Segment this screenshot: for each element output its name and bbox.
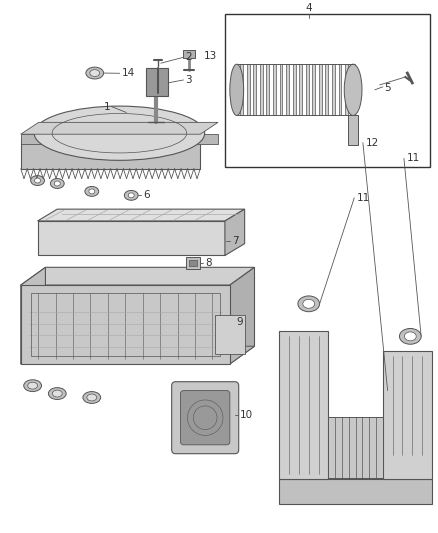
Polygon shape bbox=[348, 116, 358, 145]
FancyBboxPatch shape bbox=[180, 391, 230, 445]
Polygon shape bbox=[21, 268, 46, 364]
Bar bbox=[273, 64, 276, 116]
Ellipse shape bbox=[48, 387, 66, 399]
Ellipse shape bbox=[404, 332, 416, 341]
Ellipse shape bbox=[298, 296, 320, 312]
Text: 3: 3 bbox=[185, 75, 192, 85]
Text: 5: 5 bbox=[385, 83, 391, 93]
Text: 9: 9 bbox=[237, 317, 244, 327]
Bar bbox=[286, 64, 289, 116]
Ellipse shape bbox=[124, 190, 138, 200]
Text: 12: 12 bbox=[366, 138, 379, 148]
Ellipse shape bbox=[230, 64, 244, 116]
Ellipse shape bbox=[28, 382, 38, 389]
Bar bbox=[253, 64, 256, 116]
Ellipse shape bbox=[86, 67, 104, 79]
Bar bbox=[31, 293, 220, 356]
Bar bbox=[319, 64, 322, 116]
Ellipse shape bbox=[50, 179, 64, 189]
Text: 4: 4 bbox=[305, 3, 312, 13]
Bar bbox=[215, 314, 245, 354]
Polygon shape bbox=[230, 268, 254, 364]
Bar bbox=[38, 221, 225, 255]
Polygon shape bbox=[21, 268, 254, 285]
Text: 6: 6 bbox=[143, 190, 150, 200]
Bar bbox=[328, 417, 383, 478]
Bar bbox=[21, 139, 200, 169]
Bar bbox=[279, 64, 283, 116]
Ellipse shape bbox=[128, 193, 134, 198]
Text: 7: 7 bbox=[232, 236, 238, 246]
Bar bbox=[279, 479, 432, 504]
Polygon shape bbox=[225, 209, 245, 255]
Text: 1: 1 bbox=[104, 102, 110, 111]
Bar bbox=[332, 64, 335, 116]
Bar bbox=[345, 64, 348, 116]
Bar bbox=[21, 134, 218, 144]
Bar bbox=[146, 68, 168, 96]
Ellipse shape bbox=[24, 379, 42, 392]
Ellipse shape bbox=[54, 181, 60, 186]
Bar bbox=[339, 64, 342, 116]
Ellipse shape bbox=[344, 64, 362, 116]
Bar bbox=[21, 285, 230, 364]
Ellipse shape bbox=[35, 178, 40, 183]
Bar bbox=[306, 64, 309, 116]
Text: 11: 11 bbox=[407, 154, 420, 164]
Bar bbox=[293, 64, 296, 116]
Polygon shape bbox=[21, 346, 254, 364]
Ellipse shape bbox=[89, 189, 95, 194]
Bar bbox=[240, 64, 243, 116]
Ellipse shape bbox=[53, 390, 62, 397]
Bar bbox=[266, 64, 269, 116]
Polygon shape bbox=[21, 123, 218, 134]
Text: 10: 10 bbox=[240, 410, 253, 420]
Polygon shape bbox=[38, 209, 245, 221]
Bar bbox=[325, 64, 328, 116]
Ellipse shape bbox=[399, 328, 421, 344]
Bar bbox=[299, 64, 302, 116]
Bar bbox=[352, 64, 355, 116]
Bar bbox=[225, 14, 430, 167]
Ellipse shape bbox=[90, 70, 100, 77]
Bar bbox=[247, 64, 250, 116]
Text: 8: 8 bbox=[205, 259, 212, 269]
Text: 2: 2 bbox=[185, 52, 192, 62]
Ellipse shape bbox=[87, 394, 97, 401]
Bar bbox=[189, 261, 197, 266]
Bar bbox=[312, 64, 315, 116]
Bar bbox=[260, 64, 263, 116]
Bar bbox=[187, 257, 200, 269]
FancyBboxPatch shape bbox=[172, 382, 239, 454]
Bar bbox=[383, 351, 432, 479]
Bar bbox=[184, 51, 195, 58]
Ellipse shape bbox=[85, 187, 99, 196]
Text: 14: 14 bbox=[122, 68, 135, 78]
Ellipse shape bbox=[34, 106, 205, 160]
Ellipse shape bbox=[83, 392, 101, 403]
Bar bbox=[279, 332, 328, 479]
Text: 11: 11 bbox=[357, 193, 371, 203]
Ellipse shape bbox=[31, 175, 44, 185]
Ellipse shape bbox=[303, 300, 314, 308]
Text: 13: 13 bbox=[204, 51, 217, 61]
